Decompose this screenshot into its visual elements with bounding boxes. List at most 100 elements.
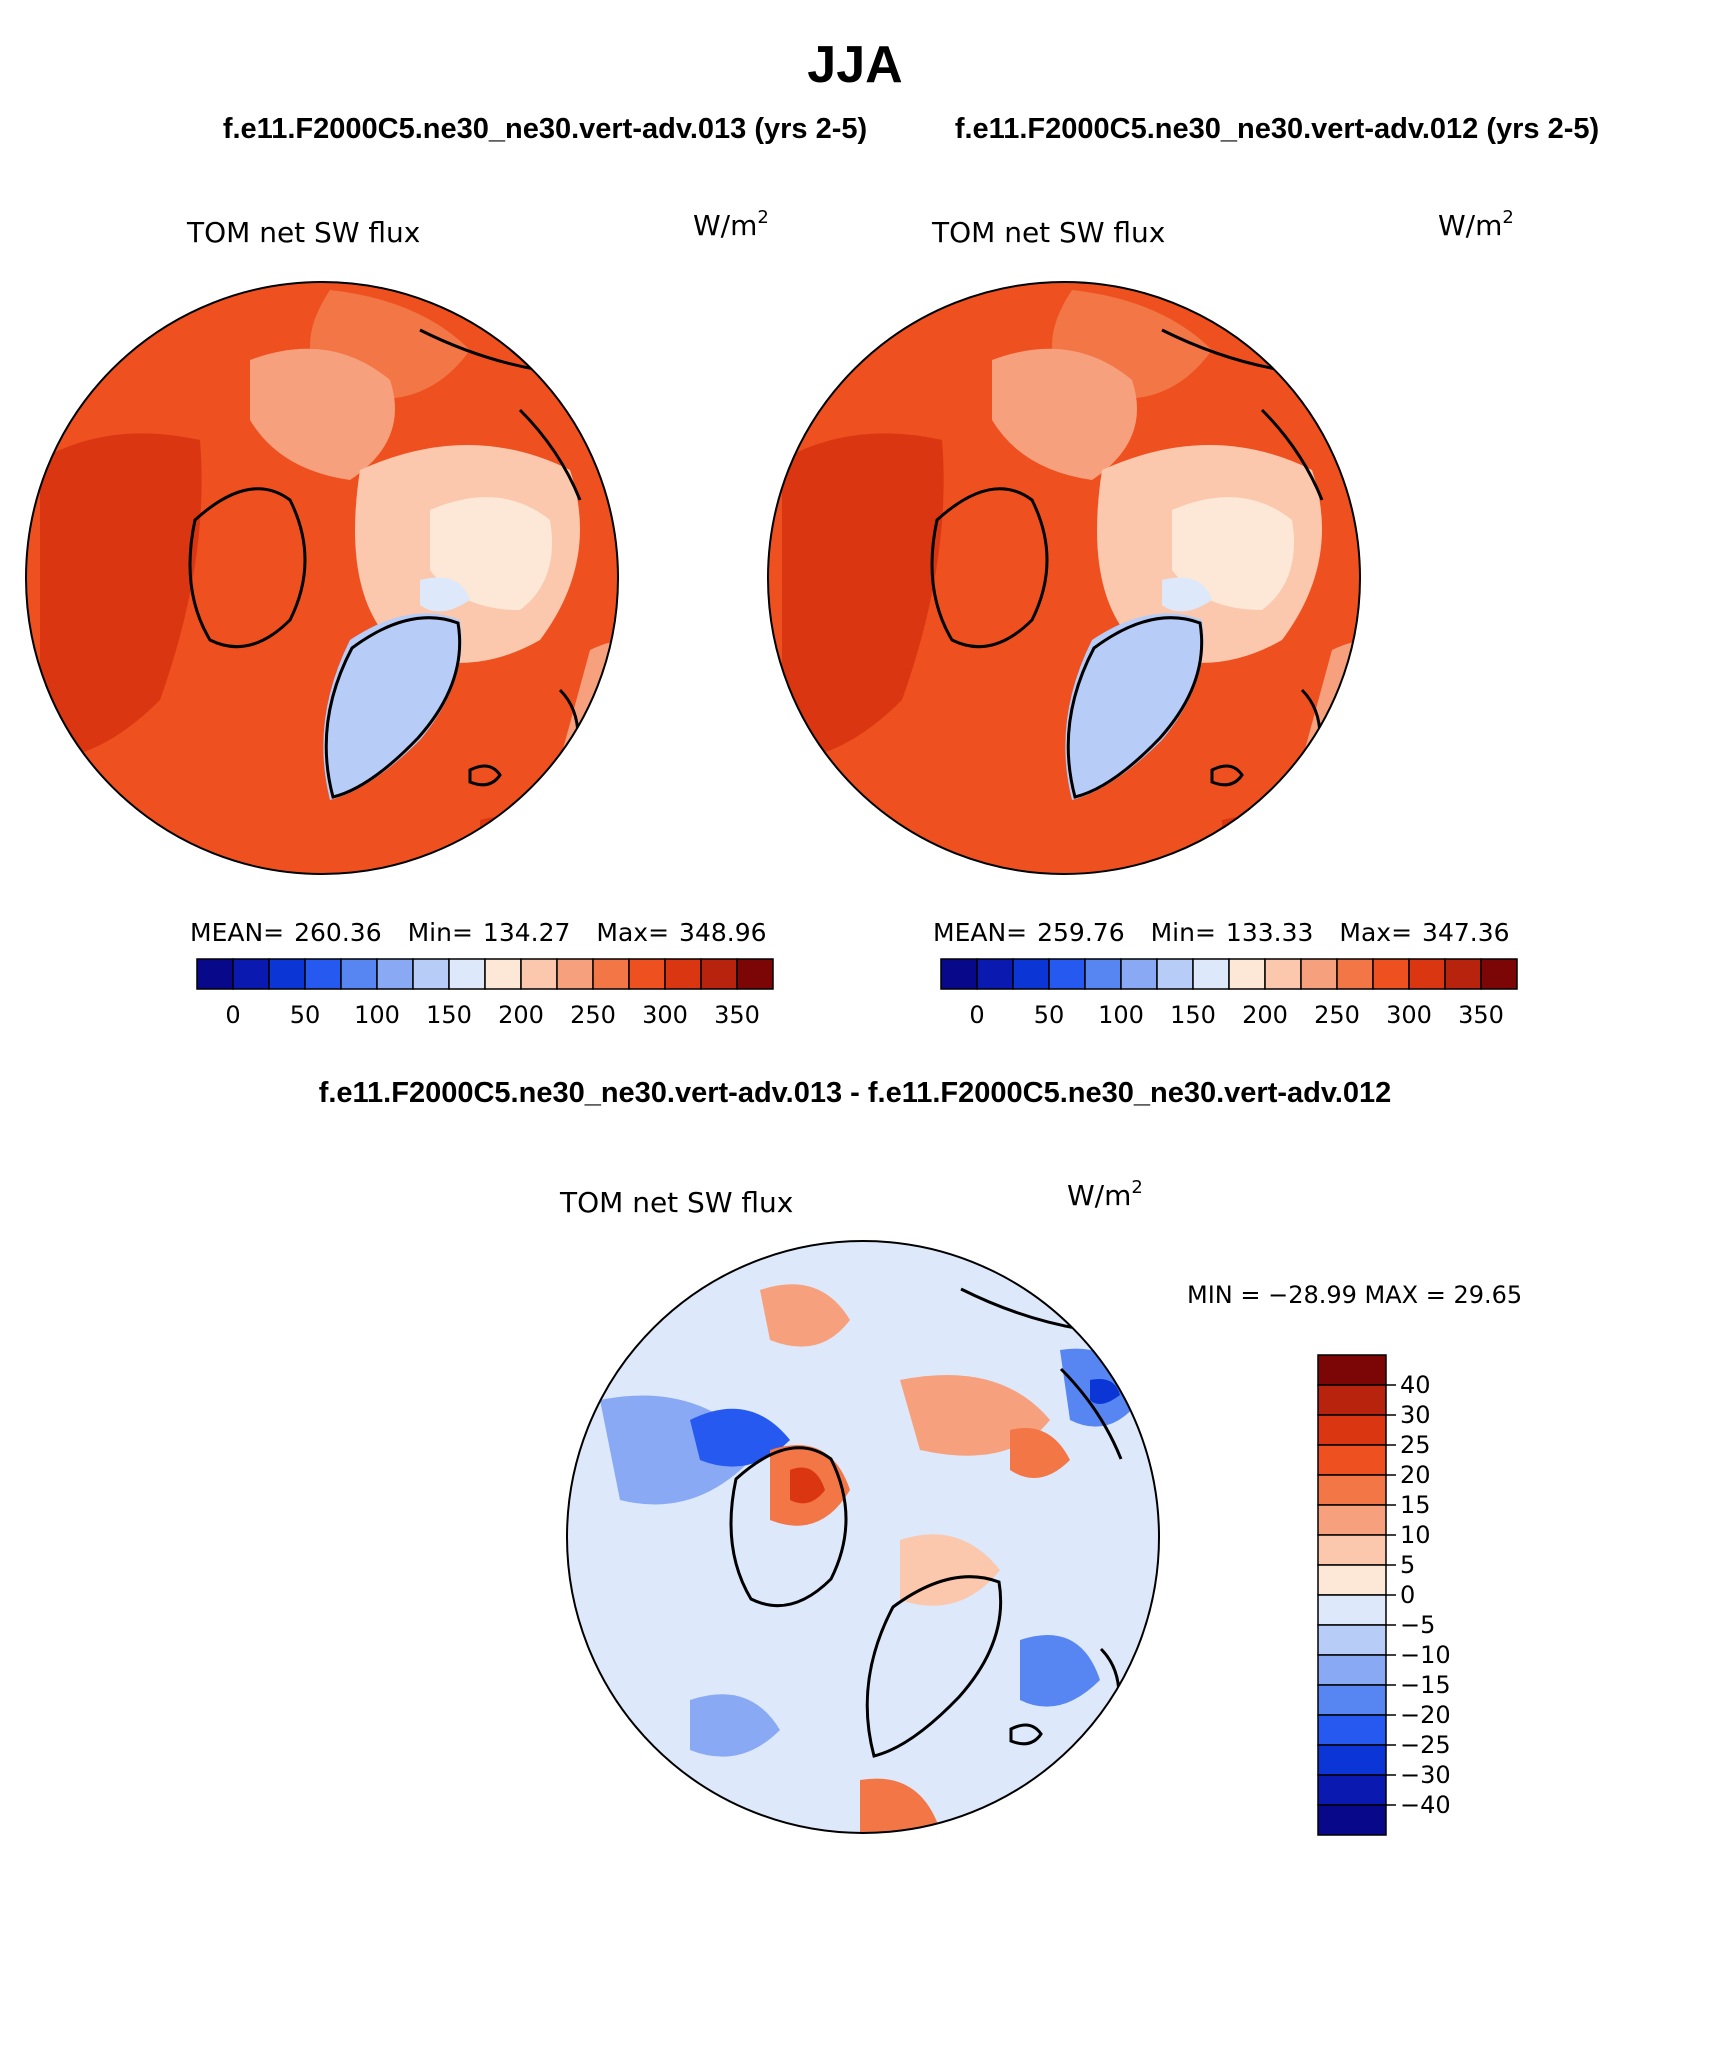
colorbar-swatch xyxy=(1317,1624,1387,1656)
colorbar-tick-label: −20 xyxy=(1400,1701,1451,1729)
panel-left-map-boundary xyxy=(25,281,619,875)
colorbar-tick-label: −15 xyxy=(1400,1671,1451,1699)
panel-right: TOM net SW flux W/m2 MEAN= 259.76 Min= 133.… xyxy=(767,207,1518,1029)
panel-right-stats: MEAN= 259.76 Min= 133.33 Max= 347.36 xyxy=(933,918,1510,947)
field-high-west xyxy=(782,433,944,760)
colorbar-swatch xyxy=(1317,1804,1387,1836)
colorbar-swatch xyxy=(1336,958,1374,990)
colorbar-tick-label: 250 xyxy=(1314,1001,1360,1029)
difference-minmax: MIN = −28.99 MAX = 29.65 xyxy=(1187,1281,1522,1309)
panel-left-colorbar: 0 50 100 150 200 250 300 350 xyxy=(196,958,774,1029)
field-pos-north xyxy=(760,1284,850,1347)
panel-right-field-label: TOM net SW flux xyxy=(931,216,1165,249)
colorbar-tick-label: 0 xyxy=(969,1001,984,1029)
colorbar-swatch xyxy=(1317,1504,1387,1536)
colorbar-tick-label: 100 xyxy=(1098,1001,1144,1029)
colorbar-swatch xyxy=(304,958,342,990)
colorbar-tick-label: 350 xyxy=(1458,1001,1504,1029)
panel-left-field-label: TOM net SW flux xyxy=(186,216,420,249)
field-polar-cap xyxy=(430,497,552,610)
colorbar-swatch xyxy=(1408,958,1446,990)
case-title-right: f.e11.F2000C5.ne30_ne30.vert-adv.012 (yr… xyxy=(955,113,1599,145)
colorbar-swatch xyxy=(484,958,522,990)
colorbar-swatch xyxy=(412,958,450,990)
colorbar-tick-label: −5 xyxy=(1400,1611,1435,1639)
field-mid-canada xyxy=(250,348,395,480)
colorbar-swatch xyxy=(1317,1654,1387,1686)
colorbar-swatch xyxy=(376,958,414,990)
field-canadian-archipelago xyxy=(1162,577,1212,612)
colorbar-tick-label: 250 xyxy=(570,1001,616,1029)
colorbar-swatch xyxy=(1317,1714,1387,1746)
colorbar-swatch xyxy=(1317,1744,1387,1776)
field-high-west xyxy=(40,433,202,760)
colorbar-swatch xyxy=(700,958,738,990)
colorbar-swatch xyxy=(1317,1564,1387,1596)
colorbar-tick-label: 10 xyxy=(1400,1521,1431,1549)
colorbar-tick-label: 0 xyxy=(1400,1581,1415,1609)
colorbar-tick-label: 300 xyxy=(1386,1001,1432,1029)
colorbar-swatch xyxy=(1156,958,1194,990)
colorbar-swatch xyxy=(340,958,378,990)
panel-left-stats: MEAN= 260.36 Min= 134.27 Max= 348.96 xyxy=(190,918,767,947)
field-neg-south-east xyxy=(1020,1635,1100,1707)
colorbar-swatch xyxy=(664,958,702,990)
colorbar-tick-label: 15 xyxy=(1400,1491,1431,1519)
colorbar-swatch xyxy=(1317,1774,1387,1806)
field-mid-canada xyxy=(992,348,1137,480)
colorbar-swatch xyxy=(736,958,774,990)
field-base xyxy=(567,1241,1159,1833)
colorbar-swatch xyxy=(520,958,558,990)
colorbar-swatch xyxy=(1444,958,1482,990)
colorbar-tick-label: 5 xyxy=(1400,1551,1415,1579)
colorbar-swatch xyxy=(940,958,978,990)
colorbar-swatch xyxy=(1084,958,1122,990)
panel-right-colorbar: 0 50 100 150 200 250 300 350 xyxy=(940,958,1518,1029)
field-high-south xyxy=(1222,815,1342,874)
colorbar-tick-label: 40 xyxy=(1400,1371,1431,1399)
colorbar-swatch xyxy=(1300,958,1338,990)
field-pos-east xyxy=(1010,1428,1070,1478)
colorbar-swatch xyxy=(1317,1414,1387,1446)
panel-left: TOM net SW flux W/m2 MEAN= 260.36 Min= 134.… xyxy=(25,207,774,1029)
colorbar-swatch xyxy=(1317,1354,1387,1386)
page-title: JJA xyxy=(807,36,902,94)
colorbar-swatch xyxy=(1120,958,1158,990)
difference-units: W/m2 xyxy=(1067,1177,1143,1212)
colorbar-tick-label: 25 xyxy=(1400,1431,1431,1459)
field-polar-cap xyxy=(1172,497,1294,610)
colorbar-tick-label: 150 xyxy=(426,1001,472,1029)
colorbar-tick-label: −40 xyxy=(1400,1791,1451,1819)
panel-right-map-boundary xyxy=(767,281,1361,875)
panel-right-map xyxy=(768,282,1360,874)
colorbar-swatch xyxy=(556,958,594,990)
colorbar-tick-label: −25 xyxy=(1400,1731,1451,1759)
panel-difference: TOM net SW flux W/m2 MIN = −28.99 MAX = … xyxy=(559,1177,1522,1836)
colorbar-tick-label: 350 xyxy=(714,1001,760,1029)
colorbar-tick-label: 100 xyxy=(354,1001,400,1029)
field-pos-strong xyxy=(790,1467,825,1504)
panel-left-map xyxy=(26,282,618,874)
panel-left-units: W/m2 xyxy=(693,207,769,242)
field-neg-strong-west xyxy=(690,1408,790,1467)
colorbar-swatch xyxy=(1317,1684,1387,1716)
colorbar-swatch xyxy=(1317,1534,1387,1566)
field-pos-south xyxy=(860,1778,940,1833)
colorbar-swatch xyxy=(448,958,486,990)
colorbar-swatch xyxy=(1317,1384,1387,1416)
difference-title: f.e11.F2000C5.ne30_ne30.vert-adv.013 - f… xyxy=(319,1077,1392,1109)
colorbar-tick-label: 50 xyxy=(1034,1001,1065,1029)
colorbar-swatch xyxy=(1317,1594,1387,1626)
colorbar-swatch xyxy=(976,958,1014,990)
colorbar-swatch xyxy=(1480,958,1518,990)
field-greenland xyxy=(1065,613,1204,800)
colorbar-swatch xyxy=(1317,1474,1387,1506)
colorbar-swatch xyxy=(1372,958,1410,990)
case-title-left: f.e11.F2000C5.ne30_ne30.vert-adv.013 (yr… xyxy=(223,113,867,145)
colorbar-swatch xyxy=(628,958,666,990)
colorbar-tick-label: 200 xyxy=(498,1001,544,1029)
colorbar-swatch xyxy=(196,958,234,990)
colorbar-swatch xyxy=(268,958,306,990)
colorbar-tick-label: 150 xyxy=(1170,1001,1216,1029)
